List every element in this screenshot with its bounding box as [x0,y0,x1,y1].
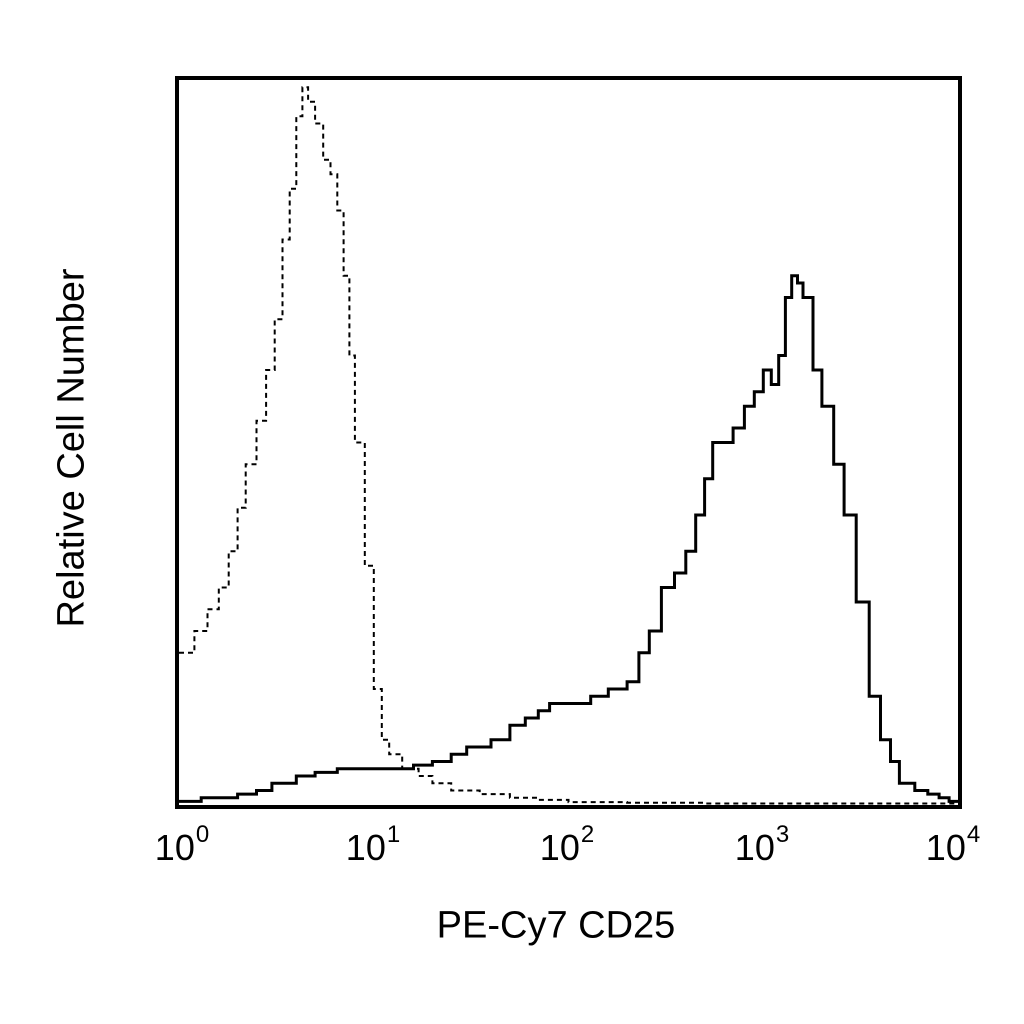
x-tick-exp-1: 1 [386,821,401,848]
x-tick-label-4: 104 [925,821,980,869]
plot-frame [175,76,962,809]
x-tick-label-1: 101 [345,821,400,869]
x-tick-base-1: 10 [345,827,386,868]
x-tick-base-2: 10 [539,827,580,868]
x-tick-exp-2: 2 [580,821,595,848]
x-tick-base-4: 10 [925,827,966,868]
x-tick-exp-0: 0 [195,821,210,848]
x-tick-exp-3: 3 [775,821,790,848]
x-tick-label-2: 102 [539,821,594,869]
series-layer [179,86,960,805]
x-tick-base-0: 10 [154,827,195,868]
x-tick-label-3: 103 [734,821,789,869]
histogram-series-1-solid [179,274,960,803]
x-tick-base-3: 10 [734,827,775,868]
y-axis-label: Relative Cell Number [50,268,93,628]
histogram-series-0-dashed [179,86,958,805]
x-axis-label: PE-Cy7 CD25 [436,904,676,947]
x-tick-exp-4: 4 [966,821,981,848]
x-tick-label-0: 100 [154,821,209,869]
